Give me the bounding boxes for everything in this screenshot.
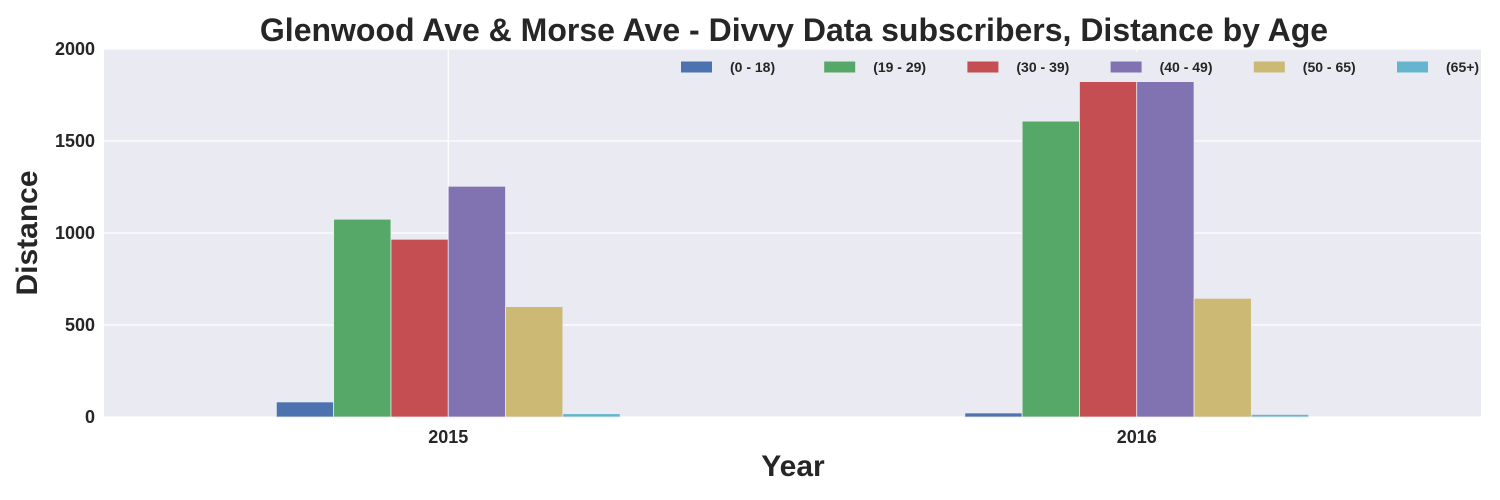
bar — [505, 306, 564, 418]
legend-label: (40 - 49) — [1160, 59, 1213, 75]
y-tick-label: 1500 — [55, 131, 95, 151]
bar — [562, 413, 621, 418]
bar — [1079, 80, 1138, 418]
legend-label: (30 - 39) — [1016, 59, 1069, 75]
bar — [447, 185, 506, 418]
y-tick-label: 500 — [65, 315, 95, 335]
bar — [1193, 297, 1252, 418]
legend-label: (0 - 18) — [730, 59, 775, 75]
y-tick-label: 0 — [85, 407, 95, 427]
legend-swatch — [1253, 61, 1285, 73]
legend-box — [673, 52, 1477, 82]
legend-swatch — [967, 61, 999, 73]
legend-label: (65+) — [1446, 59, 1479, 75]
y-tick-label: 1000 — [55, 223, 95, 243]
bar — [1021, 120, 1080, 418]
y-axis-ticks: 0 500 1000 1500 2000 — [55, 39, 95, 427]
x-axis-label: Year — [761, 450, 825, 483]
x-axis-ticks: 2015 2016 — [428, 427, 1157, 447]
legend: (0 - 18) (19 - 29) (30 - 39) (40 - 49) (50 -… — [673, 52, 1479, 82]
bar — [1136, 80, 1195, 418]
legend-label: (50 - 65) — [1303, 59, 1356, 75]
chart-title: Glenwood Ave & Morse Ave - Divvy Data su… — [260, 12, 1328, 48]
x-tick-label: 2016 — [1117, 427, 1157, 447]
bar — [333, 218, 392, 418]
legend-swatch — [1397, 61, 1428, 73]
legend-swatch — [681, 61, 712, 73]
y-tick-label: 2000 — [55, 39, 95, 59]
legend-swatch — [1110, 61, 1142, 73]
bar — [275, 401, 335, 418]
y-axis-label: Distance — [11, 170, 44, 295]
bar — [390, 238, 449, 418]
legend-swatch — [824, 61, 856, 73]
bar — [964, 412, 1023, 418]
legend-label: (19 - 29) — [873, 59, 926, 75]
x-tick-label: 2015 — [428, 427, 468, 447]
bars — [275, 80, 1310, 418]
bar — [1250, 414, 1310, 418]
